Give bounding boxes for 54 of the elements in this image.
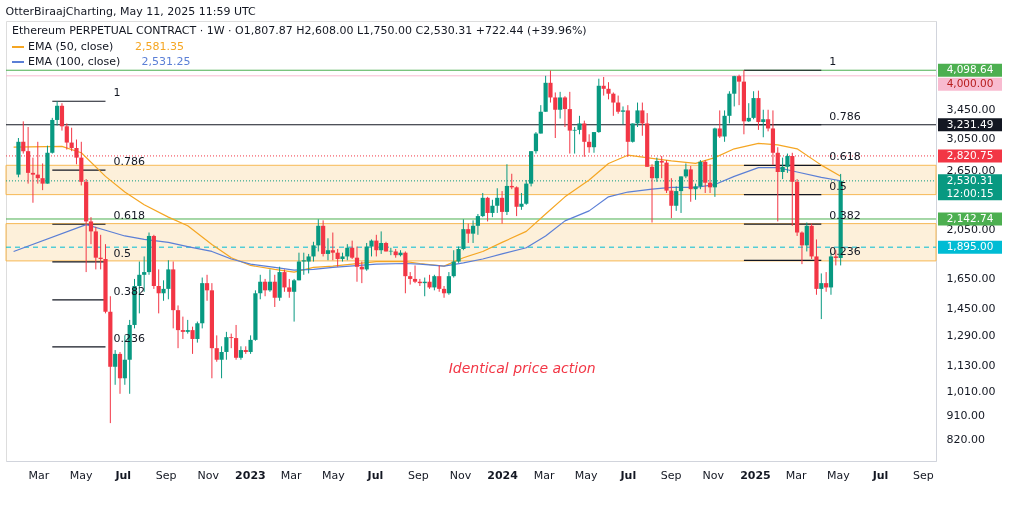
x-tick-label: Sep (660, 468, 682, 482)
legend-label: EMA (50, close) (28, 40, 114, 53)
annotation: 1 (113, 86, 121, 100)
x-tick-label: May (69, 468, 93, 482)
ref-line-label: 4,000.00 (946, 77, 994, 90)
chart-title: Ethereum PERPETUAL CONTRACT · 1W · O1,807.87 H2,608.00 L1,750.00 C2,530.31 +722.44 (+39.96%) (12, 24, 587, 37)
x-tick-label: May (574, 468, 599, 482)
x-tick-label: Jul (871, 468, 889, 482)
x-tick-label: Mar (28, 468, 50, 482)
y-tick-label: 1,130.00 (946, 359, 996, 373)
legend-label: EMA (100, close) (28, 55, 121, 68)
x-tick-label: Sep (155, 468, 177, 482)
y-tick-label: 820.00 (946, 432, 985, 446)
x-tick-label: Nov (702, 468, 725, 482)
x-tick-label: 2025 (740, 468, 771, 482)
ref-line-label: 2,820.75 (946, 148, 994, 161)
annotation: Identical price action (448, 359, 596, 376)
y-tick-label: 1,450.00 (946, 302, 996, 316)
y-tick-label: 910.00 (946, 408, 985, 422)
ref-line-label: 2,142.74 (946, 211, 994, 224)
annotation: 2,531.25 (141, 55, 191, 68)
ref-line-label: 3,231.49 (946, 117, 994, 130)
x-tick-label: Mar (533, 468, 555, 482)
y-tick-label: 1,010.00 (946, 385, 996, 399)
ref-line-label: 4,098.64 (946, 63, 994, 76)
y-tick-label: 3,450.00 (946, 103, 996, 117)
x-tick-label: Sep (913, 468, 934, 482)
x-tick-label: Sep (407, 468, 429, 482)
chart-subtitle: OtterBiraajCharting, May 11, 2025 11:59 UTC (5, 5, 257, 18)
annotation: 2,581.35 (135, 40, 184, 53)
annotation: 0.5 (113, 246, 131, 260)
x-tick-label: Mar (280, 468, 303, 482)
x-tick-label: Nov (197, 468, 220, 482)
x-tick-label: Jul (366, 468, 384, 482)
x-tick-label: Nov (449, 468, 472, 482)
x-tick-label: May (827, 468, 851, 482)
y-tick-label: 2,650.00 (946, 163, 996, 177)
x-tick-label: 2024 (487, 468, 519, 482)
x-tick-label: May (321, 468, 346, 482)
ref-line-label: 2,530.31 12:00:15 (946, 174, 994, 199)
y-tick-label: 3,050.00 (946, 131, 996, 145)
x-tick-label: Jul (619, 468, 637, 482)
y-tick-label: 1,650.00 (946, 272, 996, 286)
annotation: 0.786 (829, 109, 861, 123)
x-tick-label: Jul (114, 468, 132, 482)
x-tick-label: Mar (785, 468, 808, 482)
annotation: 0.786 (113, 155, 145, 169)
x-tick-label: 2023 (235, 468, 266, 482)
y-tick-label: 2,050.00 (946, 222, 996, 236)
y-tick-label: 1,290.00 (946, 328, 996, 342)
annotation: 1 (829, 55, 837, 69)
ref-line-label: 1,895.00 (946, 240, 994, 253)
annotation: 0.618 (113, 209, 145, 223)
annotation: 0.618 (829, 150, 861, 164)
